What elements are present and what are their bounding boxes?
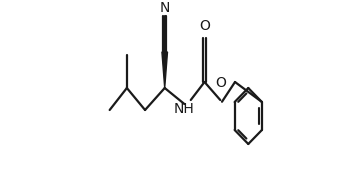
Text: O: O — [215, 76, 226, 90]
Text: N: N — [160, 1, 170, 15]
Polygon shape — [162, 52, 167, 88]
Text: NH: NH — [174, 102, 195, 116]
Text: O: O — [199, 19, 210, 33]
